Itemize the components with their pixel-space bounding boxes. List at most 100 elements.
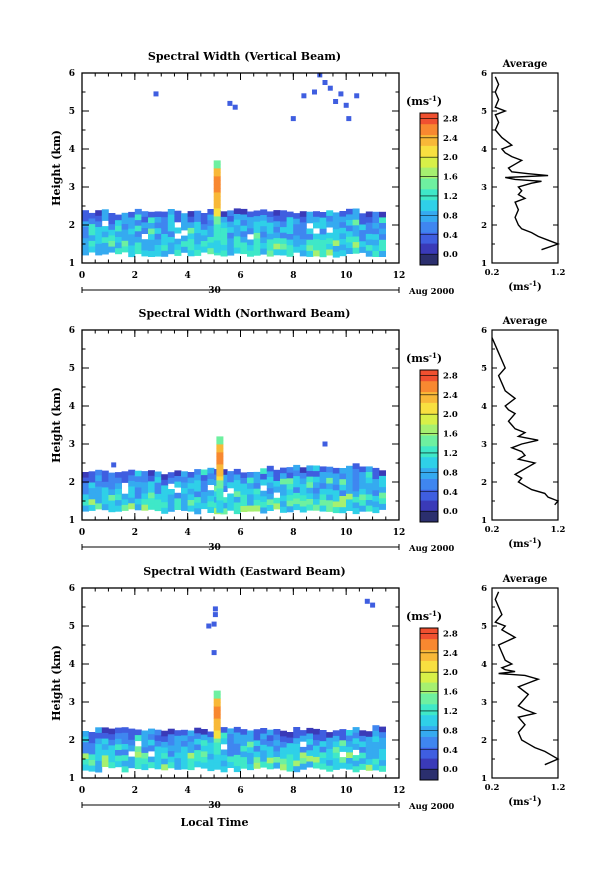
heat-cell [372, 742, 380, 748]
heat-cell [200, 235, 208, 242]
heat-cell [194, 733, 202, 740]
heat-cell [181, 246, 188, 253]
heat-cell [339, 216, 347, 223]
heat-cell [266, 488, 274, 495]
profile-x-tick-label: 1.2 [551, 783, 566, 793]
heat-cell [280, 764, 287, 771]
spike-cell [213, 722, 221, 727]
heat-cell [101, 749, 109, 756]
colorbar-segment [420, 671, 438, 683]
echo-cell [312, 89, 317, 95]
heat-cell [148, 503, 155, 510]
heat-cell [273, 729, 281, 735]
heat-cell [161, 222, 169, 229]
heat-cell [161, 741, 169, 748]
heat-cell [148, 481, 155, 488]
y-tick-label: 6 [69, 584, 75, 594]
x-tick-label: 12 [393, 786, 406, 796]
spike-cell [213, 694, 221, 699]
heat-cell [273, 481, 281, 487]
heat-cell [141, 476, 149, 483]
heat-cell [260, 739, 268, 746]
heat-cell [286, 250, 294, 257]
heat-cell [207, 495, 215, 502]
heat-cell [253, 216, 261, 223]
heat-cell [260, 496, 268, 503]
heat-cell [233, 738, 241, 745]
heat-cell [260, 248, 268, 255]
heat-cell [319, 212, 327, 218]
heat-cell [293, 738, 301, 745]
heat-cell [187, 736, 195, 743]
heat-cell [306, 228, 314, 235]
y-tick-label: 3 [69, 440, 75, 450]
heat-cell [161, 234, 169, 240]
heat-cell [280, 473, 287, 480]
heat-cell [240, 489, 248, 496]
heat-cell [286, 478, 294, 485]
echo-cell [212, 606, 218, 612]
heat-cell [161, 239, 169, 246]
heat-cell [134, 757, 142, 764]
heat-cell [372, 507, 380, 514]
heat-cell [88, 499, 96, 506]
heat-cell [379, 475, 386, 482]
profile-y-tick-label: 2 [481, 478, 487, 488]
heat-cell [233, 491, 241, 498]
heat-cell [101, 470, 109, 477]
heat-cell [293, 766, 301, 773]
heat-cell [141, 244, 149, 251]
heat-cell [115, 733, 122, 740]
heat-cell [313, 762, 320, 769]
heat-cell [260, 220, 268, 227]
heat-cell [240, 220, 248, 227]
heat-cell [240, 500, 248, 507]
heat-cell [286, 239, 294, 246]
profile-y-tick-label: 4 [481, 145, 487, 155]
heat-cell [128, 486, 136, 493]
colorbar-tick-label: 2.0 [443, 668, 458, 678]
heat-cell [187, 741, 195, 748]
heat-cell [266, 757, 274, 764]
heat-cell [148, 487, 155, 493]
heat-cell [326, 737, 334, 744]
echo-cell [111, 462, 117, 468]
heat-cell [260, 744, 268, 751]
heat-cell [134, 242, 142, 249]
heat-cell [346, 242, 353, 249]
heat-cell [108, 506, 116, 513]
heat-cell [332, 735, 340, 742]
spike-cell [216, 504, 224, 509]
heat-cell [379, 211, 386, 218]
heat-cell [286, 500, 294, 507]
heat-cell [174, 249, 182, 256]
heat-cells [82, 73, 386, 258]
heat-cell [227, 499, 235, 506]
heat-cell [101, 761, 109, 767]
heat-cell [306, 493, 314, 500]
heat-cell [280, 736, 287, 743]
heat-cell [247, 477, 254, 484]
spike-cell [216, 448, 224, 453]
heat-cell [306, 211, 314, 218]
heat-cell [200, 734, 208, 741]
heat-cell [260, 473, 268, 480]
heat-cell [220, 233, 228, 240]
heat-cell [128, 492, 136, 499]
heat-cell [207, 490, 215, 497]
heat-cell [253, 227, 261, 234]
heat-cell [82, 494, 89, 501]
colorbar-unit: (ms-1) [406, 351, 442, 365]
y-axis-label: Height (km) [50, 130, 63, 206]
heat-cell [365, 764, 373, 771]
heat-cell [95, 744, 103, 751]
heat-cell [339, 468, 347, 474]
x-tick-label: 10 [340, 786, 353, 796]
spike-cell [216, 484, 224, 489]
heat-cell [326, 215, 334, 222]
spike-cell [216, 488, 224, 493]
heat-cell [313, 504, 320, 511]
colorbar-segment [420, 714, 438, 727]
heat-cell [293, 504, 301, 511]
heat-cell [161, 211, 169, 218]
